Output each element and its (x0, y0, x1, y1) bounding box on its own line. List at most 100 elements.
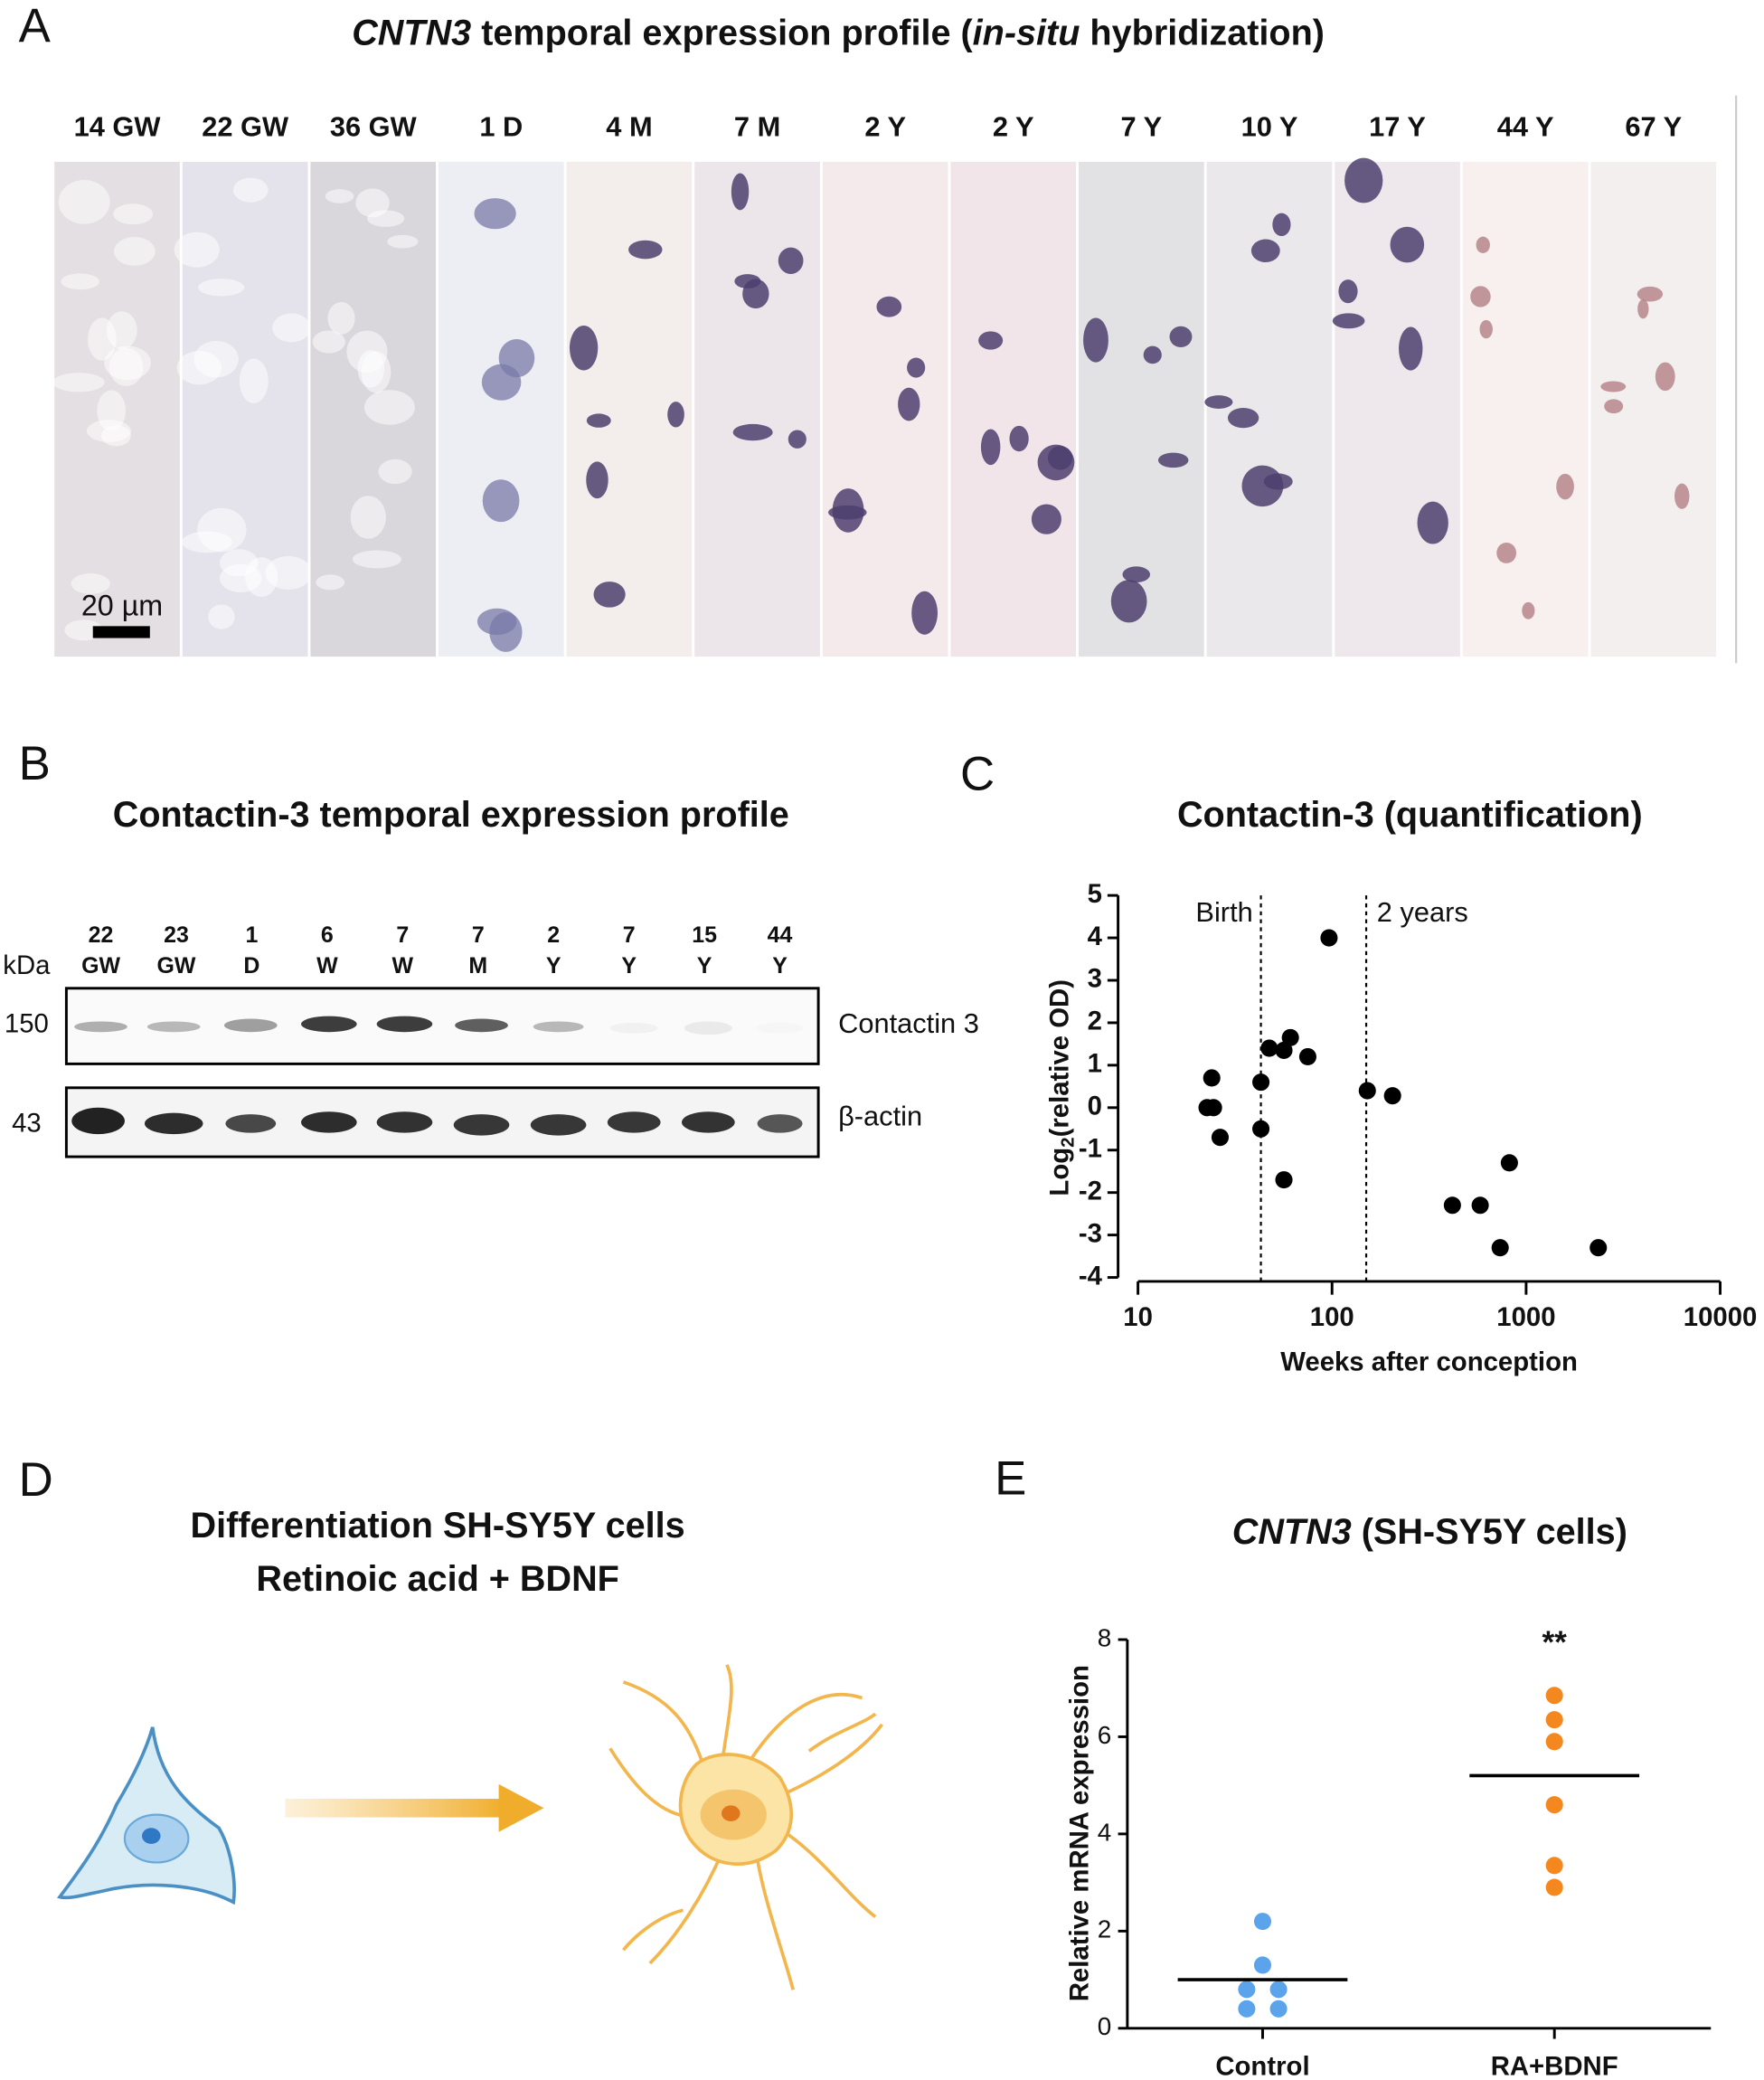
cell (1496, 542, 1517, 563)
charts: Contactin-3 (quantification) -4 -3 -2 -1 0 1 2 3… (1044, 795, 1757, 2080)
y-tick-label: 2 (1088, 1007, 1102, 1036)
cell (1637, 286, 1664, 302)
cell (731, 173, 750, 211)
cell (113, 203, 154, 225)
cell (788, 430, 807, 449)
cell (1604, 399, 1624, 414)
arrow (285, 1783, 544, 1832)
neurite (608, 1664, 883, 1990)
lane-label: D (243, 953, 259, 979)
y-axis-label-part: 2 (1058, 1137, 1079, 1147)
bands (71, 1016, 803, 1136)
y-tick-label: 3 (1088, 964, 1102, 994)
band (144, 1112, 203, 1135)
ish-image (822, 161, 948, 657)
cell (327, 301, 355, 335)
cell (61, 273, 99, 290)
age-label: 7 M (734, 110, 780, 142)
cell (193, 340, 239, 378)
age-label: 14 GW (74, 110, 162, 142)
data-point (1211, 1129, 1229, 1147)
cell (312, 330, 345, 354)
band (609, 1022, 658, 1034)
cell (1332, 313, 1365, 329)
lane-label: 22 (89, 922, 114, 948)
cell (593, 581, 626, 608)
cell (1143, 345, 1162, 364)
lane-label: 2 (547, 922, 560, 948)
y-tick-label: 2 (1098, 1915, 1111, 1943)
lane-label: Y (546, 953, 561, 979)
cell (71, 572, 110, 594)
cell (1390, 226, 1425, 263)
data-point (1471, 1196, 1489, 1215)
band (453, 1114, 510, 1136)
cell (586, 461, 608, 499)
data-point (1252, 1073, 1270, 1092)
data-point (1252, 1120, 1270, 1138)
reference-label: Birth (1195, 896, 1252, 928)
y-tick-label: 4 (1088, 922, 1103, 951)
cell (198, 279, 245, 297)
band-size: 150 (5, 1009, 49, 1039)
data-point (1320, 929, 1338, 947)
cell (1204, 395, 1233, 409)
age-label: 4 M (606, 110, 652, 142)
significance: ** (1542, 1625, 1567, 1660)
band (301, 1016, 357, 1033)
data-point (1238, 2000, 1256, 2018)
ish-image (950, 161, 1077, 657)
cell (361, 351, 391, 393)
title-part: CNTN3 (352, 14, 471, 53)
data-point (1545, 1733, 1563, 1751)
cell (1047, 446, 1073, 470)
cell (628, 240, 663, 260)
data-point (1358, 1082, 1376, 1100)
age-label: 2 Y (864, 110, 906, 142)
data-point (1545, 1796, 1563, 1814)
data-point (1260, 1039, 1278, 1057)
cell (1250, 239, 1280, 263)
data-point (1545, 1878, 1563, 1896)
cell (239, 358, 269, 404)
data-point (1500, 1154, 1518, 1172)
lane-label: 23 (164, 922, 189, 948)
cell (350, 496, 386, 539)
x-tick-label: 10 (1123, 1302, 1153, 1332)
panel-label: A (19, 0, 52, 52)
cell (1338, 279, 1358, 304)
lane-label: GW (81, 953, 120, 979)
title-part: temporal expression profile ( (471, 14, 973, 53)
band-label: Contactin 3 (838, 1007, 979, 1039)
title-part: (SH-SY5Y cells) (1352, 1513, 1627, 1553)
y-tick-label: -1 (1079, 1133, 1102, 1163)
data-point (1443, 1196, 1461, 1215)
lane-label: 7 (396, 922, 409, 948)
y-axis-label-part: Log (1044, 1148, 1074, 1196)
lane-label: 15 (692, 922, 717, 948)
panel-label: D (19, 1453, 53, 1507)
panel-label: E (995, 1451, 1026, 1505)
ish-image (1462, 161, 1589, 657)
data-point (1383, 1087, 1401, 1105)
cell (52, 373, 105, 392)
age-label: 22 GW (202, 110, 289, 142)
band-label: β-actin (838, 1101, 922, 1132)
data-point (1491, 1239, 1509, 1257)
panel-label: B (19, 737, 51, 790)
cell (1227, 408, 1259, 429)
data-point (1545, 1687, 1563, 1705)
y-tick-label: 5 (1088, 879, 1102, 909)
ish-image (1206, 161, 1333, 657)
lane-label: W (316, 953, 338, 979)
data-point (1589, 1239, 1608, 1257)
cell (58, 179, 110, 224)
cell (489, 612, 523, 652)
age-label: 44 Y (1497, 110, 1554, 142)
ish-image (1079, 161, 1204, 657)
band (146, 1021, 201, 1033)
cell (732, 423, 773, 441)
cell (355, 188, 390, 218)
y-axis-label: Relative mRNA expression (1064, 1665, 1094, 2001)
lane-label: W (392, 953, 414, 979)
